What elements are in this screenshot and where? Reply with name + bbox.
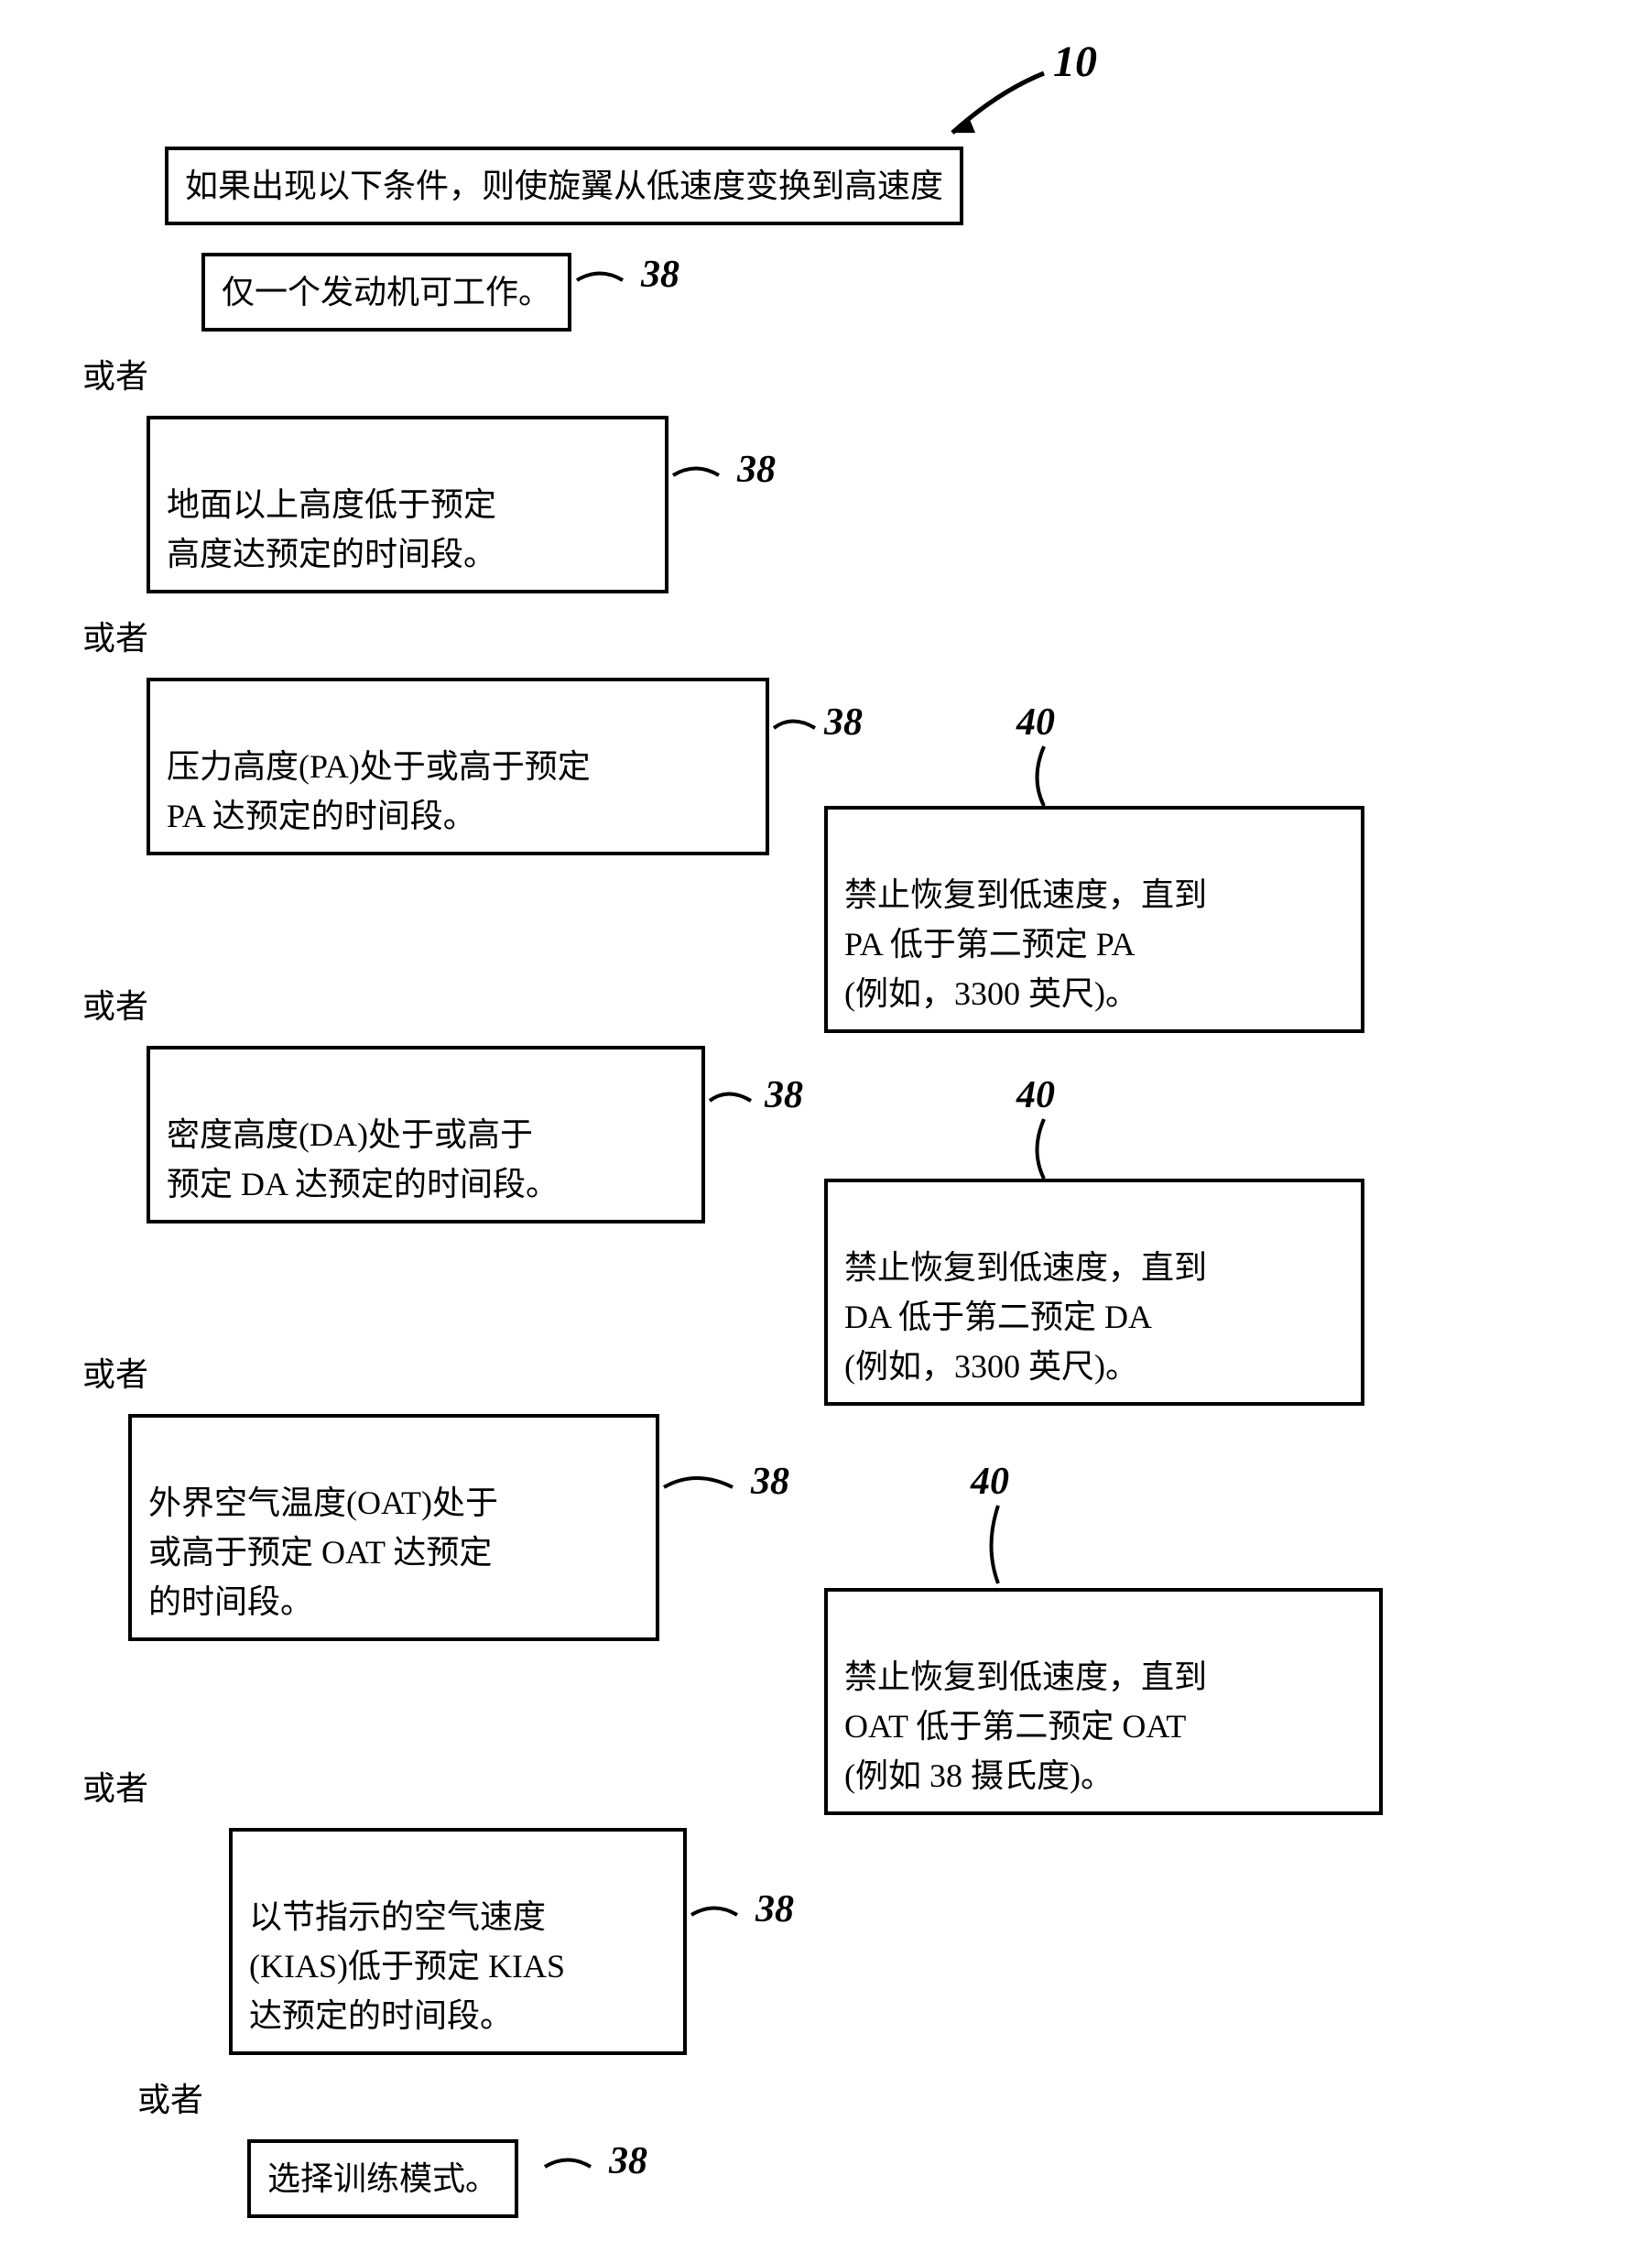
- ref-main: 10: [1053, 37, 1097, 87]
- condition-text: 以节指示的空气速度 (KIAS)低于预定 KIAS 达预定的时间段。: [249, 1898, 565, 2034]
- ref-label: 38: [641, 253, 679, 297]
- ref-label: 38: [824, 701, 863, 745]
- ref-label: 38: [755, 1887, 794, 1931]
- title-box: 如果出现以下条件，则使旋翼从低速度变换到高速度: [165, 147, 963, 225]
- condition-text: 选择训练模式。: [267, 2160, 498, 2197]
- condition-box-7: 选择训练模式。: [247, 2139, 518, 2218]
- ref-label-secondary: 40: [1016, 701, 1055, 745]
- connector-icon: [687, 1892, 760, 1938]
- or-label: 或者: [82, 350, 1625, 397]
- or-label: 或者: [82, 612, 1625, 659]
- secondary-box-5: 禁止恢复到低速度，直到 OAT 低于第二预定 OAT (例如 38 摄氏度)。: [824, 1588, 1383, 1815]
- secondary-text: 禁止恢复到低速度，直到 DA 低于第二预定 DA (例如，3300 英尺)。: [844, 1249, 1207, 1385]
- condition-text: 仅一个发动机可工作。: [222, 274, 551, 310]
- ref-label-secondary: 40: [971, 1460, 1009, 1504]
- condition-box-1: 仅一个发动机可工作。: [201, 253, 571, 332]
- condition-text: 密度高度(DA)处于或高于 预定 DA 达预定的时间段。: [167, 1116, 559, 1202]
- secondary-box-3: 禁止恢复到低速度，直到 PA 低于第二预定 PA (例如，3300 英尺)。: [824, 806, 1364, 1033]
- ref-label: 38: [751, 1460, 789, 1504]
- flowchart-diagram: 10 如果出现以下条件，则使旋翼从低速度变换到高速度 仅一个发动机可工作。 38…: [27, 37, 1625, 2218]
- connector-icon: [668, 452, 742, 498]
- ref-label: 38: [609, 2139, 647, 2183]
- condition-box-3: 压力高度(PA)处于或高于预定 PA 达预定的时间段。: [147, 678, 769, 855]
- connector-icon: [540, 2144, 614, 2190]
- ref-label: 38: [737, 448, 776, 492]
- connector-down-icon: [1021, 1115, 1067, 1188]
- condition-box-6: 以节指示的空气速度 (KIAS)低于预定 KIAS 达预定的时间段。: [229, 1828, 687, 2055]
- secondary-box-4: 禁止恢复到低速度，直到 DA 低于第二预定 DA (例如，3300 英尺)。: [824, 1179, 1364, 1406]
- secondary-text: 禁止恢复到低速度，直到 PA 低于第二预定 PA (例如，3300 英尺)。: [844, 876, 1207, 1012]
- ref-label: 38: [765, 1073, 803, 1117]
- connector-down-icon: [975, 1501, 1021, 1593]
- connector-down-icon: [1021, 742, 1067, 815]
- title-text: 如果出现以下条件，则使旋翼从低速度变换到高速度: [185, 168, 943, 204]
- arrow-curve-icon: [925, 64, 1053, 147]
- connector-icon: [659, 1464, 751, 1510]
- condition-text: 地面以上高度低于预定 高度达预定的时间段。: [167, 486, 496, 572]
- or-label: 或者: [137, 2073, 1625, 2121]
- connector-icon: [705, 1078, 769, 1124]
- condition-box-2: 地面以上高度低于预定 高度达预定的时间段。: [147, 416, 668, 593]
- condition-text: 压力高度(PA)处于或高于预定 PA 达预定的时间段。: [167, 748, 591, 834]
- connector-icon: [572, 257, 646, 303]
- condition-box-4: 密度高度(DA)处于或高于 预定 DA 达预定的时间段。: [147, 1046, 705, 1223]
- condition-box-5: 外界空气温度(OAT)处于 或高于预定 OAT 达预定 的时间段。: [128, 1414, 659, 1641]
- secondary-text: 禁止恢复到低速度，直到 OAT 低于第二预定 OAT (例如 38 摄氏度)。: [844, 1658, 1207, 1794]
- condition-text: 外界空气温度(OAT)处于 或高于预定 OAT 达预定 的时间段。: [148, 1484, 498, 1620]
- ref-label-secondary: 40: [1016, 1073, 1055, 1117]
